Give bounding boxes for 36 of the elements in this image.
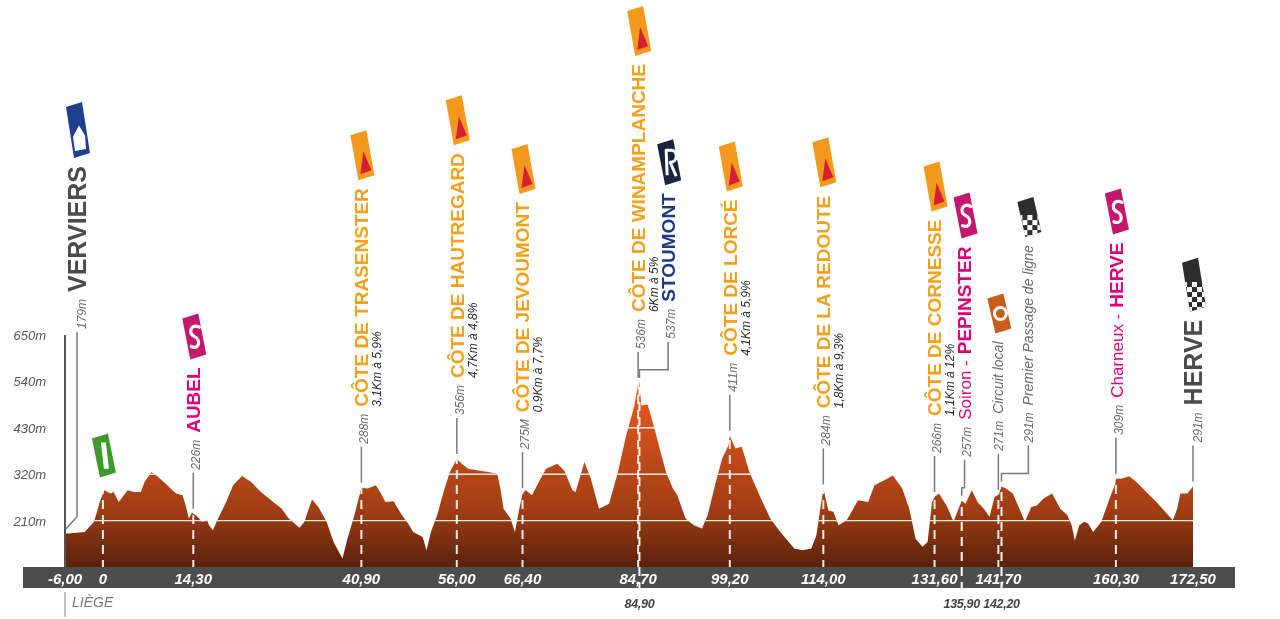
x-tick-label: 40,90	[341, 569, 381, 586]
annotation: 284m CÔTE DE LA REDOUTE 1,8Km à 9,3%	[813, 190, 847, 447]
x-tick-label: 114,00	[800, 569, 847, 586]
x-tick-label: 56,00	[438, 569, 477, 586]
annotation: 537m STOUMONT	[658, 192, 679, 339]
x-tick-label: 0	[98, 569, 108, 586]
annotation: 291m HERVE	[1179, 319, 1207, 444]
ref-line-label: 142,20	[983, 597, 1021, 611]
y-tick-label: 540m	[13, 373, 47, 389]
annotation: 288m CÔTE DE TRASENSTER 3,1Km à 5,9%	[351, 182, 385, 445]
annotation: 536m CÔTE DE WINAMPLANCHE 6Km à 5%	[628, 58, 661, 350]
y-tick-label: 650m	[13, 327, 47, 343]
x-tick-label: 99,20	[711, 569, 750, 586]
annotation: 266m CÔTE DE CORNESSE 1,1Km à 12%	[924, 214, 958, 454]
x-tick-label: 141,70	[975, 569, 1022, 586]
annotation: 356m CÔTE DE HAUTREGARD 4,7Km à 4,8%	[446, 147, 480, 416]
x-tick-label: 160,30	[1092, 569, 1140, 586]
y-tick-label: 210m	[12, 513, 47, 529]
annotation: 291m Premier Passage de ligne	[1020, 244, 1037, 444]
annotation: 226m AUBEL	[183, 367, 205, 471]
ref-line-label: 84,90	[624, 597, 655, 611]
y-tick-label: 430m	[13, 420, 47, 436]
x-tick-label: 84,70	[619, 569, 658, 586]
x-tick-label: 66,40	[503, 569, 542, 586]
x-tick-label: 131,60	[911, 569, 959, 586]
annotation: 271m Circuit local	[990, 340, 1007, 452]
annotation: 275M CÔTE DE JEVOUMONT 0,9Km à 7,7%	[512, 196, 546, 451]
ref-line-label: 135,90	[943, 597, 981, 611]
x-tick-label: -6,00	[47, 569, 83, 586]
text: LIÈGE	[72, 594, 114, 610]
annotation: 179m VERVIERS	[63, 166, 91, 329]
y-tick-label: 320m	[13, 466, 47, 482]
x-tick-label: 14,30	[174, 569, 213, 586]
x-tick-label: 172,50	[1170, 569, 1217, 586]
annotation: 411m CÔTE DE LORCÉ 4,1Km à 5,9%	[719, 194, 753, 392]
annotation: 309m Charneux - HERVE	[1105, 242, 1127, 435]
